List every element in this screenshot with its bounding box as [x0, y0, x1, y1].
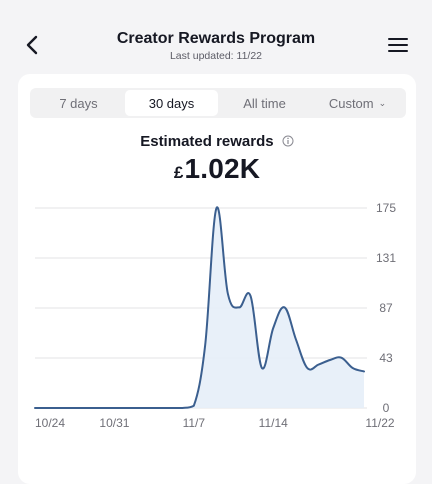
tab-all-time[interactable]: All time [218, 90, 311, 116]
x-tick-label: 11/14 [259, 416, 288, 430]
y-tick-label: 0 [383, 401, 390, 415]
hamburger-menu-icon [388, 38, 408, 52]
x-tick-label: 11/7 [183, 416, 206, 430]
tab-7-days[interactable]: 7 days [32, 90, 125, 116]
tab-label: 30 days [148, 95, 195, 111]
last-updated-text: Last updated: 11/22 [169, 50, 263, 62]
page-title: Creator Rewards Program [116, 30, 316, 47]
metric-label-text: Estimated rewards [140, 133, 274, 150]
chevron-left-icon [26, 35, 38, 55]
header-bar: Creator Rewards Program Last updated: 11… [0, 0, 432, 68]
tab-30-days[interactable]: 30 days [125, 90, 218, 116]
currency-symbol: £ [173, 163, 184, 182]
chevron-down-icon: ⌄ [378, 97, 387, 108]
metric-label: Estimated rewards [18, 133, 416, 150]
header-title-group: Creator Rewards Program Last updated: 11… [80, 29, 352, 63]
y-tick-label: 175 [376, 201, 396, 215]
tab-label: Custom [328, 95, 374, 111]
y-tick-label: 131 [376, 251, 396, 265]
tab-label: 7 days [59, 95, 98, 111]
y-tick-label: 87 [379, 301, 393, 315]
rewards-amount: 1.02K [184, 153, 261, 184]
rewards-chart: 175 131 87 43 0 10/24 10/31 11/7 11/14 11/22 [34, 201, 396, 430]
tab-label: All time [243, 95, 286, 111]
x-tick-label: 10/24 [35, 416, 65, 430]
y-tick-label: 43 [379, 351, 393, 365]
area-fill [35, 207, 364, 408]
metric-value: £1.02K [18, 153, 416, 185]
info-circle-icon[interactable] [282, 135, 294, 147]
x-tick-label: 11/22 [365, 416, 394, 430]
back-button[interactable] [20, 33, 44, 57]
x-tick-label: 10/31 [99, 416, 129, 430]
date-range-tabs: 7 days 30 days All time Custom ⌄ [30, 88, 406, 118]
tab-custom[interactable]: Custom ⌄ [311, 90, 404, 116]
menu-button[interactable] [386, 33, 410, 57]
series-line [34, 206, 365, 409]
